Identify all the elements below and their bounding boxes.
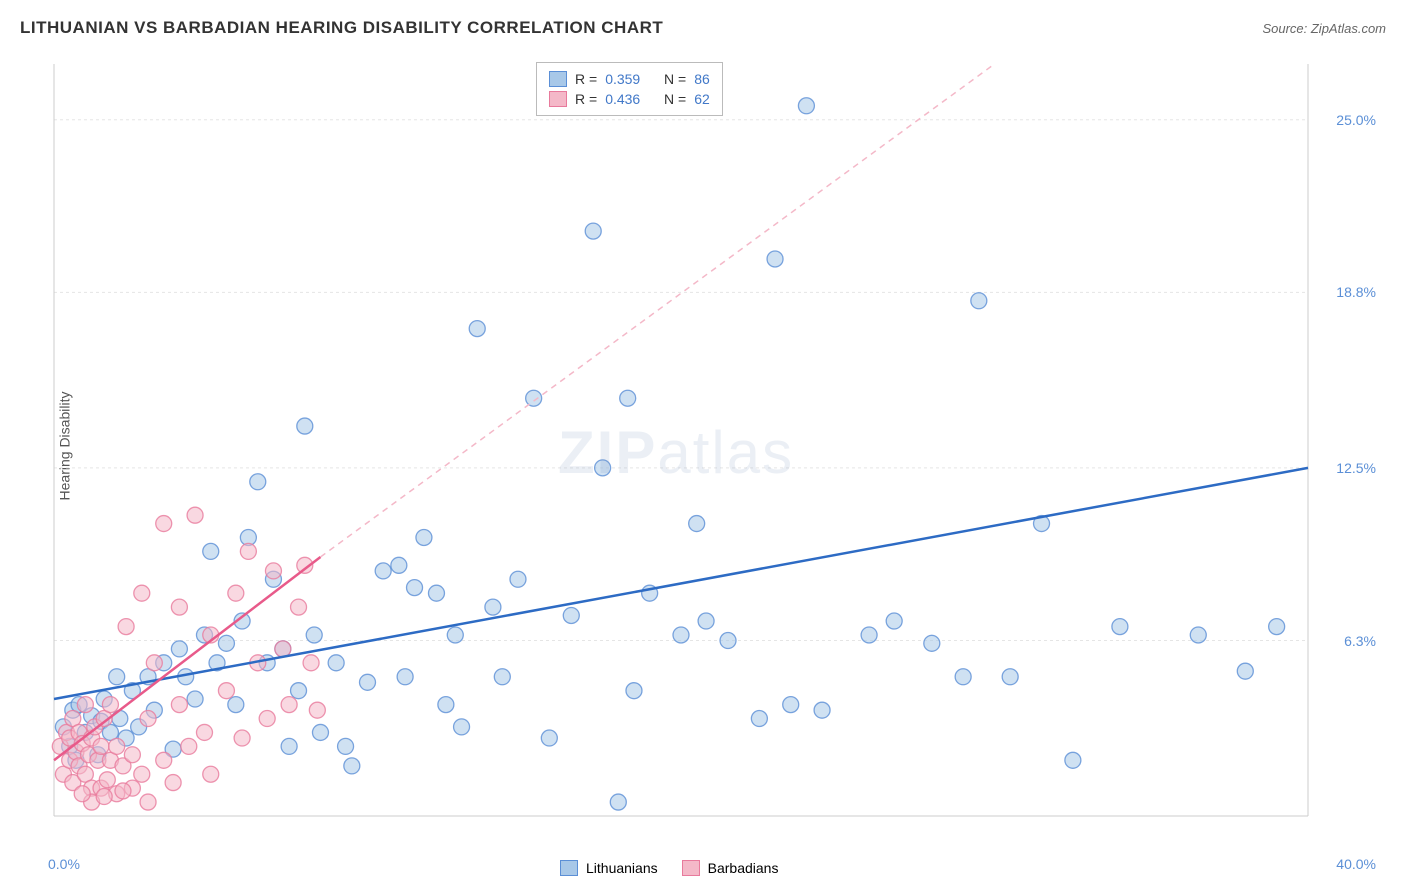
legend-n-value: 62 (694, 91, 710, 107)
y-tick-label: 18.8% (1336, 284, 1376, 300)
legend-n-label: N = (664, 71, 686, 87)
chart-title: LITHUANIAN VS BARBADIAN HEARING DISABILI… (20, 18, 663, 38)
legend-r-label: R = (575, 91, 597, 107)
legend-series-label: Barbadians (708, 860, 779, 876)
legend-series-item: Barbadians (682, 858, 779, 878)
y-tick-label: 12.5% (1336, 460, 1376, 476)
scatter-plot-svg (48, 58, 1368, 836)
chart-container: LITHUANIAN VS BARBADIAN HEARING DISABILI… (0, 0, 1406, 892)
legend-correlation: R = 0.359 N = 86 R = 0.436 N = 62 (536, 62, 723, 116)
legend-swatch (682, 860, 700, 876)
legend-r-value: 0.436 (605, 91, 640, 107)
legend-correlation-row: R = 0.436 N = 62 (549, 89, 710, 109)
x-tick-max: 40.0% (1336, 856, 1376, 872)
y-tick-label: 25.0% (1336, 112, 1376, 128)
legend-series-label: Lithuanians (586, 860, 658, 876)
plot-area: ZIPatlas (48, 58, 1368, 836)
legend-correlation-row: R = 0.359 N = 86 (549, 69, 710, 89)
legend-n-value: 86 (694, 71, 710, 87)
chart-source: Source: ZipAtlas.com (1262, 21, 1386, 36)
y-tick-label: 6.3% (1344, 633, 1376, 649)
legend-swatch (549, 91, 567, 107)
legend-series: Lithuanians Barbadians (560, 858, 778, 878)
legend-r-value: 0.359 (605, 71, 640, 87)
legend-swatch (549, 71, 567, 87)
legend-n-label: N = (664, 91, 686, 107)
legend-series-item: Lithuanians (560, 858, 658, 878)
legend-swatch (560, 860, 578, 876)
x-tick-min: 0.0% (48, 856, 80, 872)
legend-r-label: R = (575, 71, 597, 87)
title-bar: LITHUANIAN VS BARBADIAN HEARING DISABILI… (20, 18, 1386, 38)
